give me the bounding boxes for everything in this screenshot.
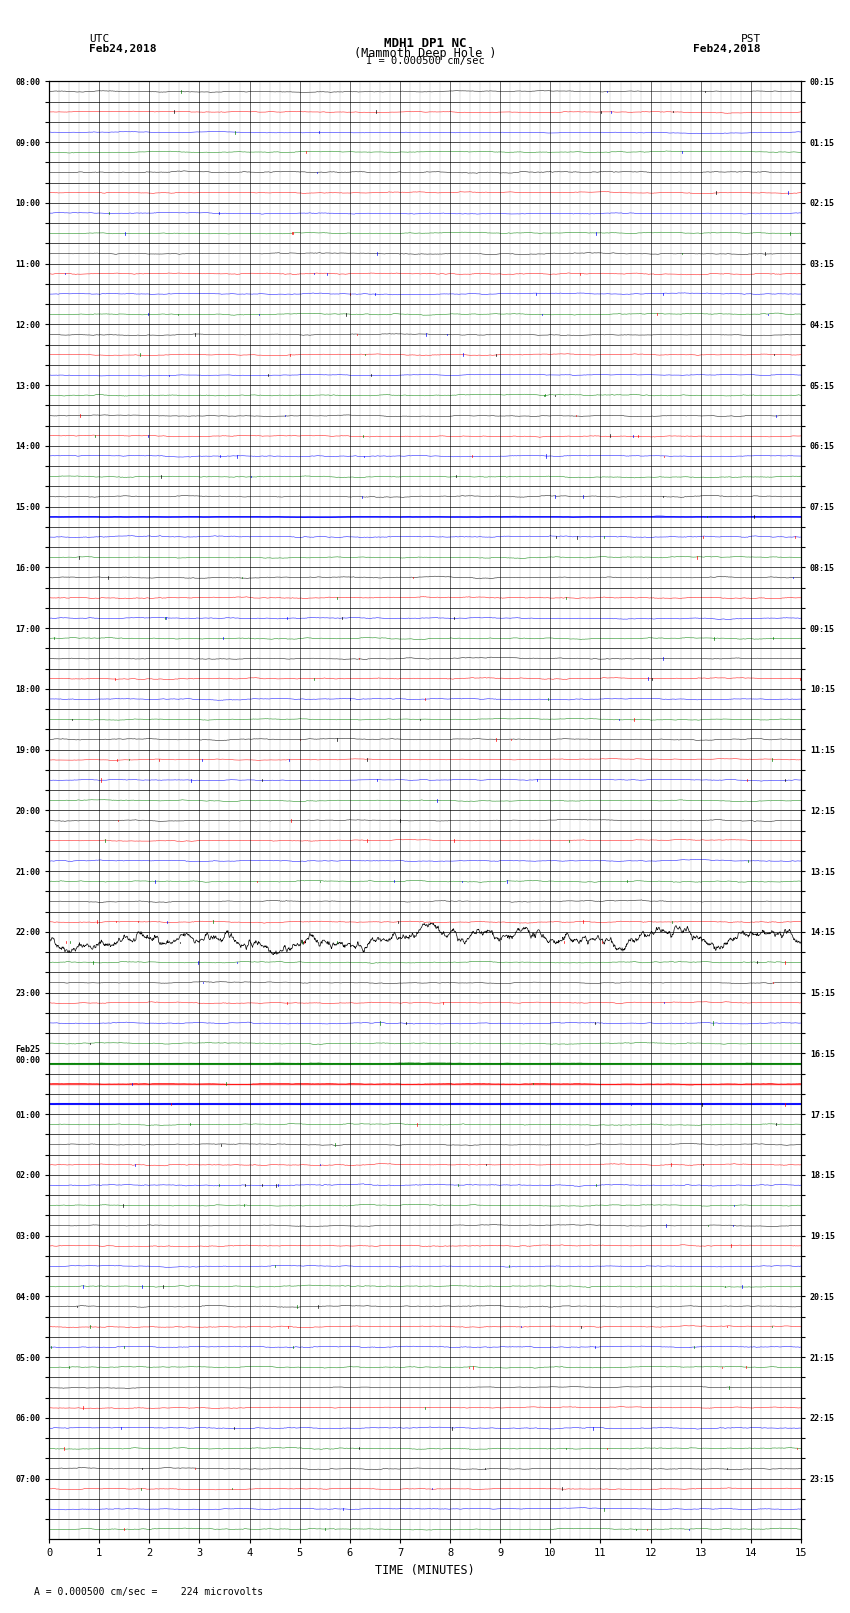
Text: A = 0.000500 cm/sec =    224 microvolts: A = 0.000500 cm/sec = 224 microvolts: [34, 1587, 264, 1597]
Text: Feb24,2018: Feb24,2018: [694, 44, 761, 53]
X-axis label: TIME (MINUTES): TIME (MINUTES): [375, 1565, 475, 1578]
Text: UTC: UTC: [89, 34, 110, 44]
Text: (Mammoth Deep Hole ): (Mammoth Deep Hole ): [354, 47, 496, 60]
Text: Feb24,2018: Feb24,2018: [89, 44, 156, 53]
Text: I = 0.000500 cm/sec: I = 0.000500 cm/sec: [366, 56, 484, 66]
Text: PST: PST: [740, 34, 761, 44]
Text: MDH1 DP1 NC: MDH1 DP1 NC: [383, 37, 467, 50]
